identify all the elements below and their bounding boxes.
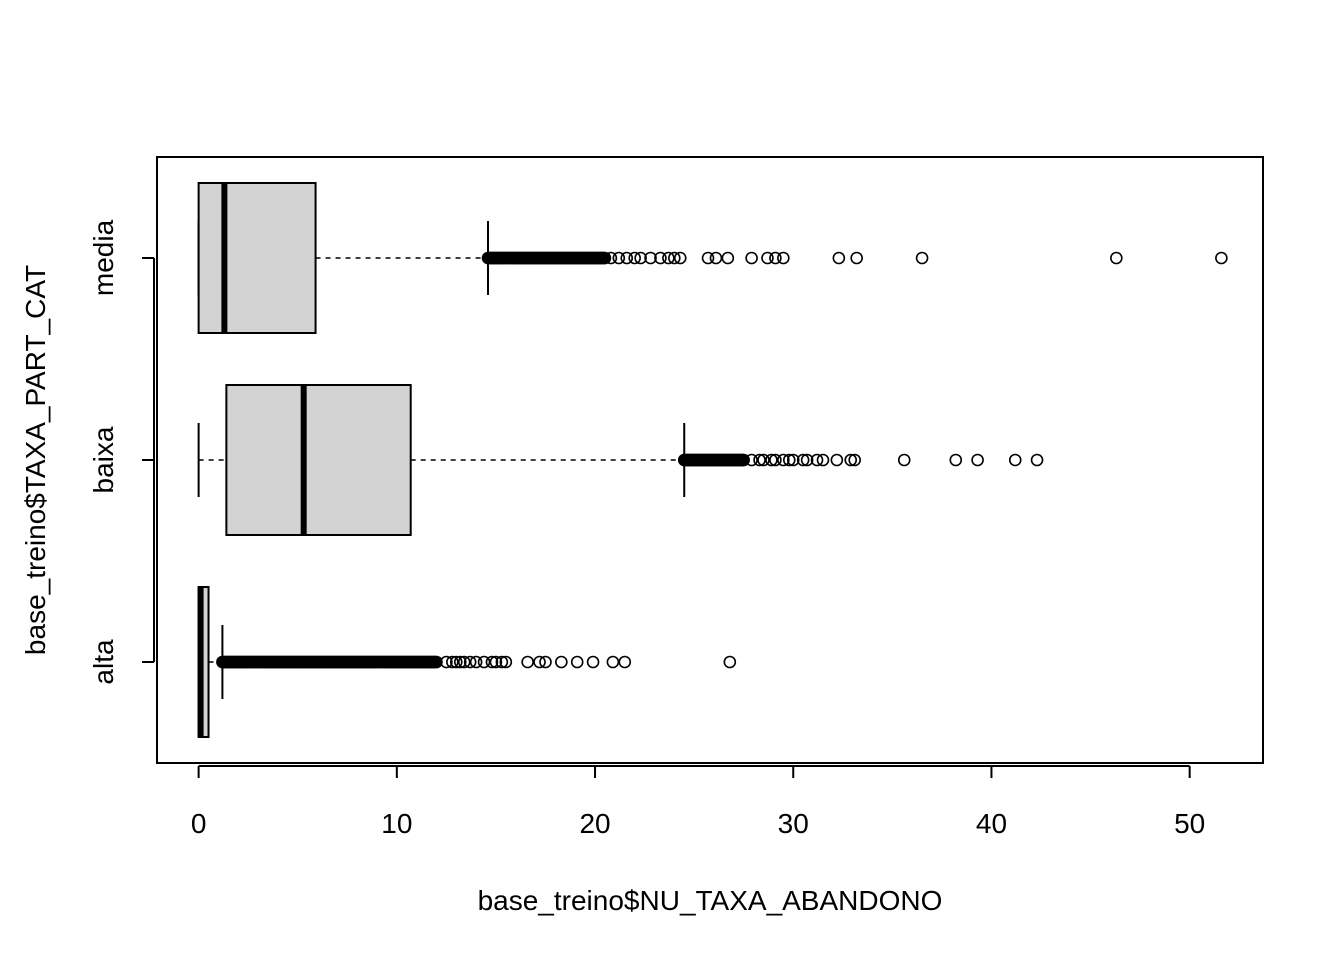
outlier-point (654, 251, 667, 265)
x-tick-label: 40 (976, 808, 1007, 839)
outlier-point (701, 251, 715, 265)
outlier-point (668, 251, 681, 265)
x-tick-label: 10 (381, 808, 412, 839)
outlier-point (915, 251, 929, 265)
outlier-point (769, 251, 782, 265)
outlier-point (721, 251, 735, 265)
outlier-point (604, 251, 618, 265)
outlier-point (757, 453, 770, 467)
outlier-point (753, 453, 766, 467)
outlier-point (533, 655, 546, 669)
y-tick-label-alta: alta (88, 639, 119, 685)
outlier-point (477, 655, 491, 669)
outlier-point (796, 453, 810, 467)
outlier-point (644, 251, 657, 265)
outlier-point (1008, 453, 1022, 467)
outlier-point (495, 655, 509, 669)
outlier-point (555, 655, 568, 669)
y-tick-label-media: media (88, 219, 119, 296)
outlier-point (606, 655, 620, 669)
x-tick-label: 50 (1174, 808, 1205, 839)
x-axis-label: base_treino$NU_TAXA_ABANDONO (478, 885, 943, 916)
outlier-point (769, 453, 782, 467)
outlier-point (673, 251, 687, 265)
box-media (197, 182, 1228, 334)
outlier-point (1215, 251, 1228, 265)
outlier-point (446, 655, 459, 669)
outlier-point (570, 655, 584, 669)
outlier-point (440, 655, 453, 669)
outlier-point (1030, 453, 1044, 467)
outlier-point (489, 655, 503, 669)
outlier-point (521, 655, 534, 669)
y-axis: alta baixa media (88, 219, 155, 685)
outlier-point (897, 453, 911, 467)
outlier-point (850, 251, 863, 265)
box-alta (197, 586, 737, 738)
outlier-point (810, 453, 824, 467)
outlier-point (618, 655, 632, 669)
outlier-point (737, 453, 750, 467)
outlier-point (765, 453, 778, 467)
outlier-point (453, 655, 467, 669)
outlier-point (761, 251, 774, 265)
outlier-point (485, 655, 499, 669)
outlier-point (848, 453, 861, 467)
x-tick-label: 0 (191, 808, 207, 839)
outlier-point (782, 453, 796, 467)
outlier-point (786, 453, 800, 467)
outlier-point (469, 655, 483, 669)
boxes-group (197, 182, 1228, 738)
outlier-point (1110, 251, 1123, 265)
outlier-point (449, 655, 463, 669)
outlier-point (745, 251, 758, 265)
outlier-point (586, 655, 600, 669)
outlier-point (539, 655, 552, 669)
y-axis-label: base_treino$TAXA_PART_CAT (20, 265, 51, 655)
outlier-point (816, 453, 830, 467)
outlier-point (463, 655, 477, 669)
x-axis: 0 10 20 30 40 50 (191, 765, 1205, 839)
outlier-point (830, 453, 844, 467)
outlier-point (430, 655, 443, 669)
outlier-point (620, 251, 634, 265)
box-baixa (197, 384, 1044, 536)
y-tick-label-baixa: baixa (88, 426, 119, 493)
x-tick-label: 30 (778, 808, 809, 839)
outlier-point (800, 453, 814, 467)
outlier-point (832, 251, 846, 265)
outlier-point (709, 251, 723, 265)
box-iqr (225, 384, 412, 536)
outlier-point (777, 453, 790, 467)
outlier-point (949, 453, 963, 467)
outlier-point (598, 251, 612, 265)
outlier-point (499, 655, 513, 669)
outlier-point (634, 251, 647, 265)
outlier-point (745, 453, 758, 467)
x-tick-label: 20 (579, 808, 610, 839)
outlier-point (971, 453, 984, 467)
outlier-point (777, 251, 790, 265)
outlier-point (662, 251, 675, 265)
box-iqr (197, 182, 317, 334)
plot-frame (156, 156, 1264, 764)
outlier-point (457, 655, 471, 669)
outlier-point (628, 251, 641, 265)
outlier-point (844, 453, 858, 467)
outlier-point (723, 655, 737, 669)
outlier-point (612, 251, 626, 265)
